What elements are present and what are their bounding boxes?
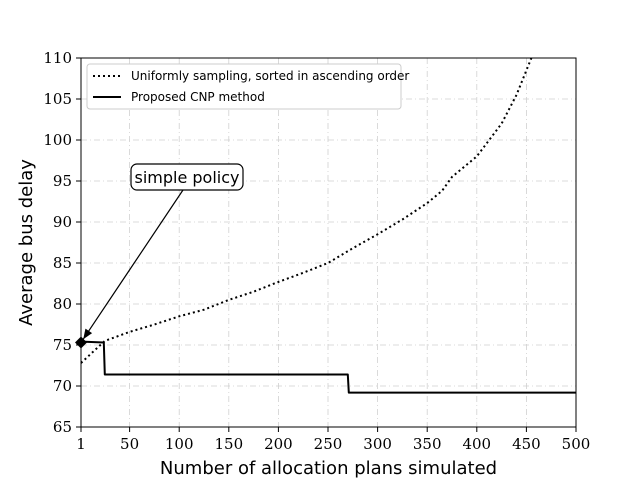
- x-tick-label: 500: [562, 435, 591, 453]
- x-tick-label: 150: [214, 435, 243, 453]
- series-line-cnp: [80, 340, 576, 394]
- x-axis-label: Number of allocation plans simulated: [160, 458, 497, 479]
- y-tick-label: 105: [43, 90, 72, 108]
- y-tick-label: 70: [53, 377, 72, 395]
- y-tick-label: 65: [53, 418, 72, 436]
- x-tick-label: 100: [165, 435, 194, 453]
- y-tick-label: 80: [53, 295, 72, 313]
- y-tick-label: 110: [43, 49, 72, 67]
- y-ticks: 65 70 75 80 85 90 95 100 105 110: [43, 49, 81, 436]
- x-tick-label: 200: [264, 435, 293, 453]
- x-tick-label: 400: [462, 435, 491, 453]
- x-ticks: 1 50 100 150 200 250 300 350 400 450 500: [76, 427, 590, 453]
- legend-label-cnp: Proposed CNP method: [131, 90, 265, 104]
- annotation-box: [130, 163, 244, 191]
- annotation-arrow: [82, 189, 184, 340]
- legend-box: [86, 63, 402, 110]
- y-axis-label: Average bus delay: [16, 159, 37, 326]
- y-tick-label: 85: [53, 254, 72, 272]
- x-tick-label: 350: [413, 435, 442, 453]
- legend-label-uniform-sampling: Uniformly sampling, sorted in ascending …: [131, 69, 409, 83]
- x-tick-label: 250: [314, 435, 343, 453]
- grid: [80, 57, 577, 428]
- annotation: simple policy: [82, 163, 244, 340]
- x-tick-label: 50: [120, 435, 139, 453]
- x-tick-label: 450: [512, 435, 541, 453]
- annotation-text: simple policy: [135, 168, 240, 187]
- x-tick-label: 1: [76, 435, 86, 453]
- y-tick-label: 95: [53, 172, 72, 190]
- annotation-arrowhead: [83, 328, 93, 340]
- y-tick-label: 90: [53, 213, 72, 231]
- plot-frame: [80, 57, 577, 428]
- x-tick-label: 300: [363, 435, 392, 453]
- y-tick-label: 100: [43, 131, 72, 149]
- legend: Uniformly sampling, sorted in ascending …: [86, 63, 409, 110]
- y-tick-label: 75: [53, 336, 72, 354]
